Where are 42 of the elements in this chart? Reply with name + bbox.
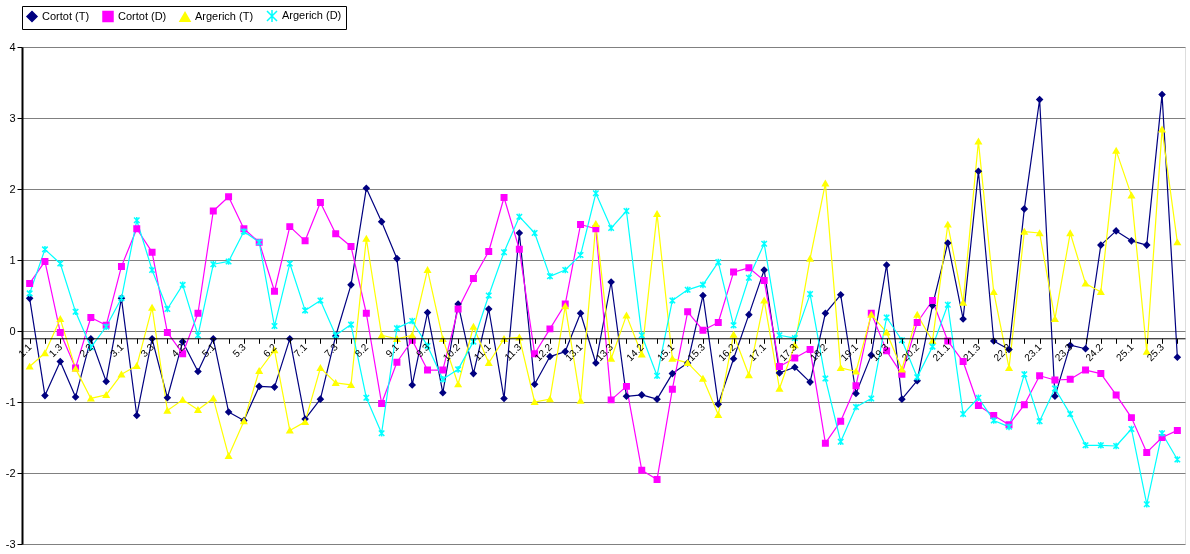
- x-tick-label: 13.3: [593, 341, 616, 364]
- y-tick-label: -2: [5, 466, 16, 479]
- x-tick-label: 14.2: [624, 341, 647, 364]
- legend-label: Argerich (T): [195, 9, 254, 22]
- x-tick-label: 6.2: [260, 341, 279, 360]
- legend-label: Cortot (T): [42, 9, 90, 22]
- x-tick-label: 3.1: [107, 341, 126, 360]
- x-tick-label: 13.1: [563, 341, 585, 364]
- y-tick-label: 3: [9, 111, 16, 124]
- x-tick-label: 18.2: [807, 341, 830, 364]
- legend-label: Cortot (D): [118, 9, 167, 22]
- y-tick-label: 1: [9, 253, 16, 266]
- y-tick-label: 0: [9, 324, 16, 337]
- x-tick-label: 21.1: [930, 341, 953, 364]
- y-tick-label: -3: [5, 537, 16, 550]
- x-tick-label: 15.3: [685, 341, 708, 364]
- x-tick-label: 1.1: [16, 341, 34, 360]
- x-tick-label: 10.2: [440, 341, 463, 364]
- x-tick-label: 3.3: [138, 341, 157, 360]
- x-tick-label: 9.1: [383, 341, 402, 360]
- x-tick-label: 11.3: [502, 341, 524, 363]
- x-tick-label: 2.2: [77, 341, 96, 360]
- x-tick-label: 16.2: [716, 341, 738, 364]
- x-tick-label: 12.2: [532, 341, 555, 364]
- x-tick-label: 15.1: [654, 341, 677, 364]
- x-tick-label: 4.2: [169, 341, 188, 360]
- x-tick-label: 5.1: [199, 341, 218, 360]
- x-tick-label: 19.1: [838, 341, 861, 364]
- x-tick-label: 8.2: [352, 341, 371, 360]
- x-tick-label: 7.3: [322, 341, 341, 360]
- x-tick-label: 11.1: [471, 341, 494, 363]
- x-tick-label: 19.3: [869, 341, 891, 364]
- y-tick-label: 4: [9, 40, 16, 53]
- y-tick-label: -1: [5, 395, 16, 408]
- x-tick-label: 5.3: [230, 341, 249, 360]
- x-tick-label: 17.3: [777, 341, 800, 364]
- legend-label: Argerich (D): [282, 9, 342, 21]
- x-tick-label: 1.3: [46, 341, 65, 360]
- x-tick-label: 7.1: [291, 341, 310, 360]
- x-tick-label: 9.3: [413, 341, 432, 360]
- x-tick-label: 17.1: [746, 341, 769, 364]
- y-tick-label: 2: [9, 182, 16, 195]
